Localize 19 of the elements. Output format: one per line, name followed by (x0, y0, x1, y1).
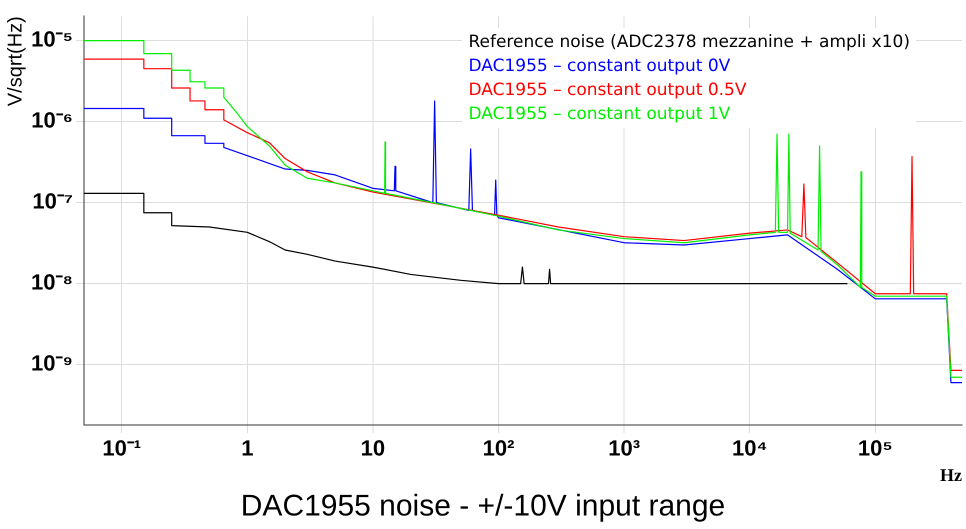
y-axis-title: V/sqrt(Hz) (4, 16, 27, 106)
x-tick-label: 10⁻¹ (102, 435, 142, 460)
text: DAC1955 – constant output 0.5V (468, 79, 748, 102)
text: DAC1955 – constant output 0V (468, 55, 732, 78)
y-tick-label: 10⁻⁵ (31, 26, 73, 52)
x-tick-label: 10⁴ (732, 435, 768, 460)
y-tick-label: 10⁻⁸ (31, 270, 73, 295)
text: DAC1955 noise - +/-10V input range (240, 489, 726, 522)
x-tick-label: 10 (360, 435, 386, 460)
x-tick-label: 10⁵ (858, 435, 893, 460)
text: DAC1955 – constant output 1V (468, 103, 732, 126)
y-tick-label: 10⁻⁶ (31, 108, 73, 133)
x-tick-label: 1 (241, 435, 254, 460)
y-tick-label: 10⁻⁷ (32, 188, 73, 214)
text: Reference noise (ADC2378 mezzanine + ampli x10) (468, 31, 910, 54)
y-tick-label: 10⁻⁹ (30, 350, 73, 376)
x-tick-label: 10³ (608, 435, 640, 460)
x-tick-label: 10² (482, 435, 514, 460)
x-axis-title: Hz (940, 464, 962, 485)
